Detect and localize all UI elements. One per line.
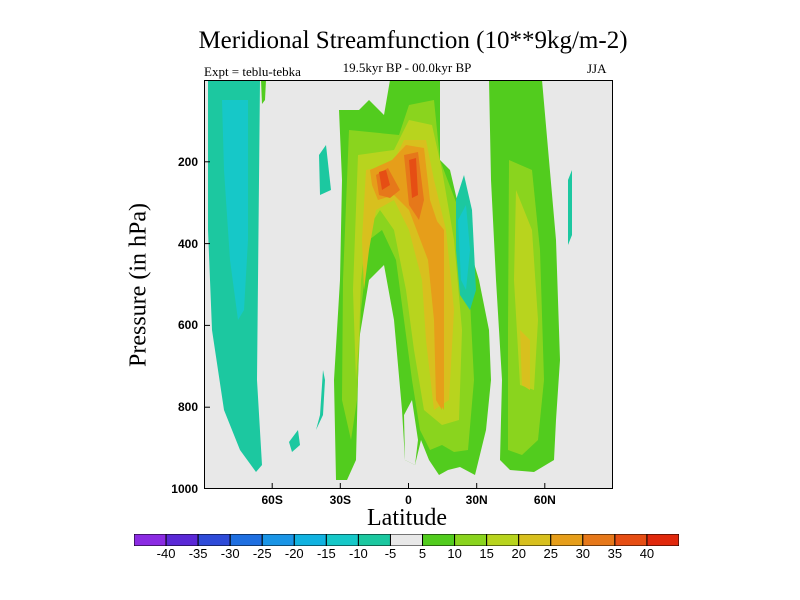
colorbar-label: 35 [607,546,623,561]
y-tick-label: 800 [177,400,198,415]
contour-region-patch-b [316,370,325,430]
colorbar-box [582,534,616,546]
y-tick-label: 200 [177,154,198,169]
contour-region-nm-15 [514,190,538,390]
colorbar-box [550,534,584,546]
season-label: JJA [587,61,607,76]
colorbar-box [165,534,199,546]
contour-plot-area [204,80,613,489]
y-tick-label: 600 [177,318,198,333]
colorbar-label: -15 [316,546,336,561]
contour-region-trop-25b [436,220,444,410]
x-axis-label: Latitude [367,505,447,531]
x-tick-label: 60N [533,493,556,507]
colorbar-box [357,534,391,546]
contour-region-sp-top [261,80,266,104]
colorbar-label: 40 [639,546,655,561]
colorbar-box [197,534,231,546]
colorbar-box [614,534,648,546]
colorbar-label: 30 [575,546,591,561]
colorbar [134,534,679,546]
axis-ticks [204,161,546,489]
x-tick-label: 60S [261,493,283,507]
colorbar-label: -40 [156,546,176,561]
colorbar-label: -20 [284,546,304,561]
colorbar-box [454,534,488,546]
contour-gap-equatorial [404,400,418,465]
colorbar-box [293,534,327,546]
x-tick-label: 30N [465,493,488,507]
colorbar-box [422,534,456,546]
contour-region-trop-25 [370,145,444,410]
experiment-label: Expt = teblu-tebka [204,64,301,79]
chart-subtitle: 19.5kyr BP - 00.0kyr BP [342,60,472,75]
colorbar-label: 15 [479,546,494,561]
colorbar-label: -35 [188,546,208,561]
contour-region-sp-15 [222,100,248,320]
colorbar-box [646,534,679,546]
colorbar-label: 5 [418,546,427,561]
colorbar-label: -5 [384,546,397,561]
colorbar-box [261,534,295,546]
x-tick-label: 30S [329,493,351,507]
colorbar-box [325,534,359,546]
colorbar-label: 10 [447,546,462,561]
colorbar-label: -30 [220,546,240,561]
colorbar-box [229,534,263,546]
colorbar-label: -10 [349,546,368,561]
x-tick-label: 0 [405,493,412,507]
colorbar-label: -25 [252,546,272,561]
colorbar-box [486,534,520,546]
chart-title: Meridional Streamfunction (10**9kg/m-2) [198,27,628,54]
contour-region-nm-20 [520,330,530,390]
colorbar-label: 25 [543,546,558,561]
contour-fills [208,80,572,480]
colorbar-label: 20 [511,546,526,561]
y-tick-label: 1000 [171,482,198,496]
y-tick-label: 400 [177,236,198,251]
colorbar-box [389,534,424,546]
contour-region-ns-10 [458,205,470,290]
y-axis-label: Pressure (in hPa) [125,203,152,367]
contour-region-patch-e [568,170,572,245]
contour-region-trop-35 [379,170,390,190]
contour-region-trop-35b [409,158,418,198]
colorbar-box [134,534,167,546]
contour-region-patch-c [289,430,300,452]
colorbar-box [518,534,552,546]
contour-region-patch-a [319,145,331,195]
